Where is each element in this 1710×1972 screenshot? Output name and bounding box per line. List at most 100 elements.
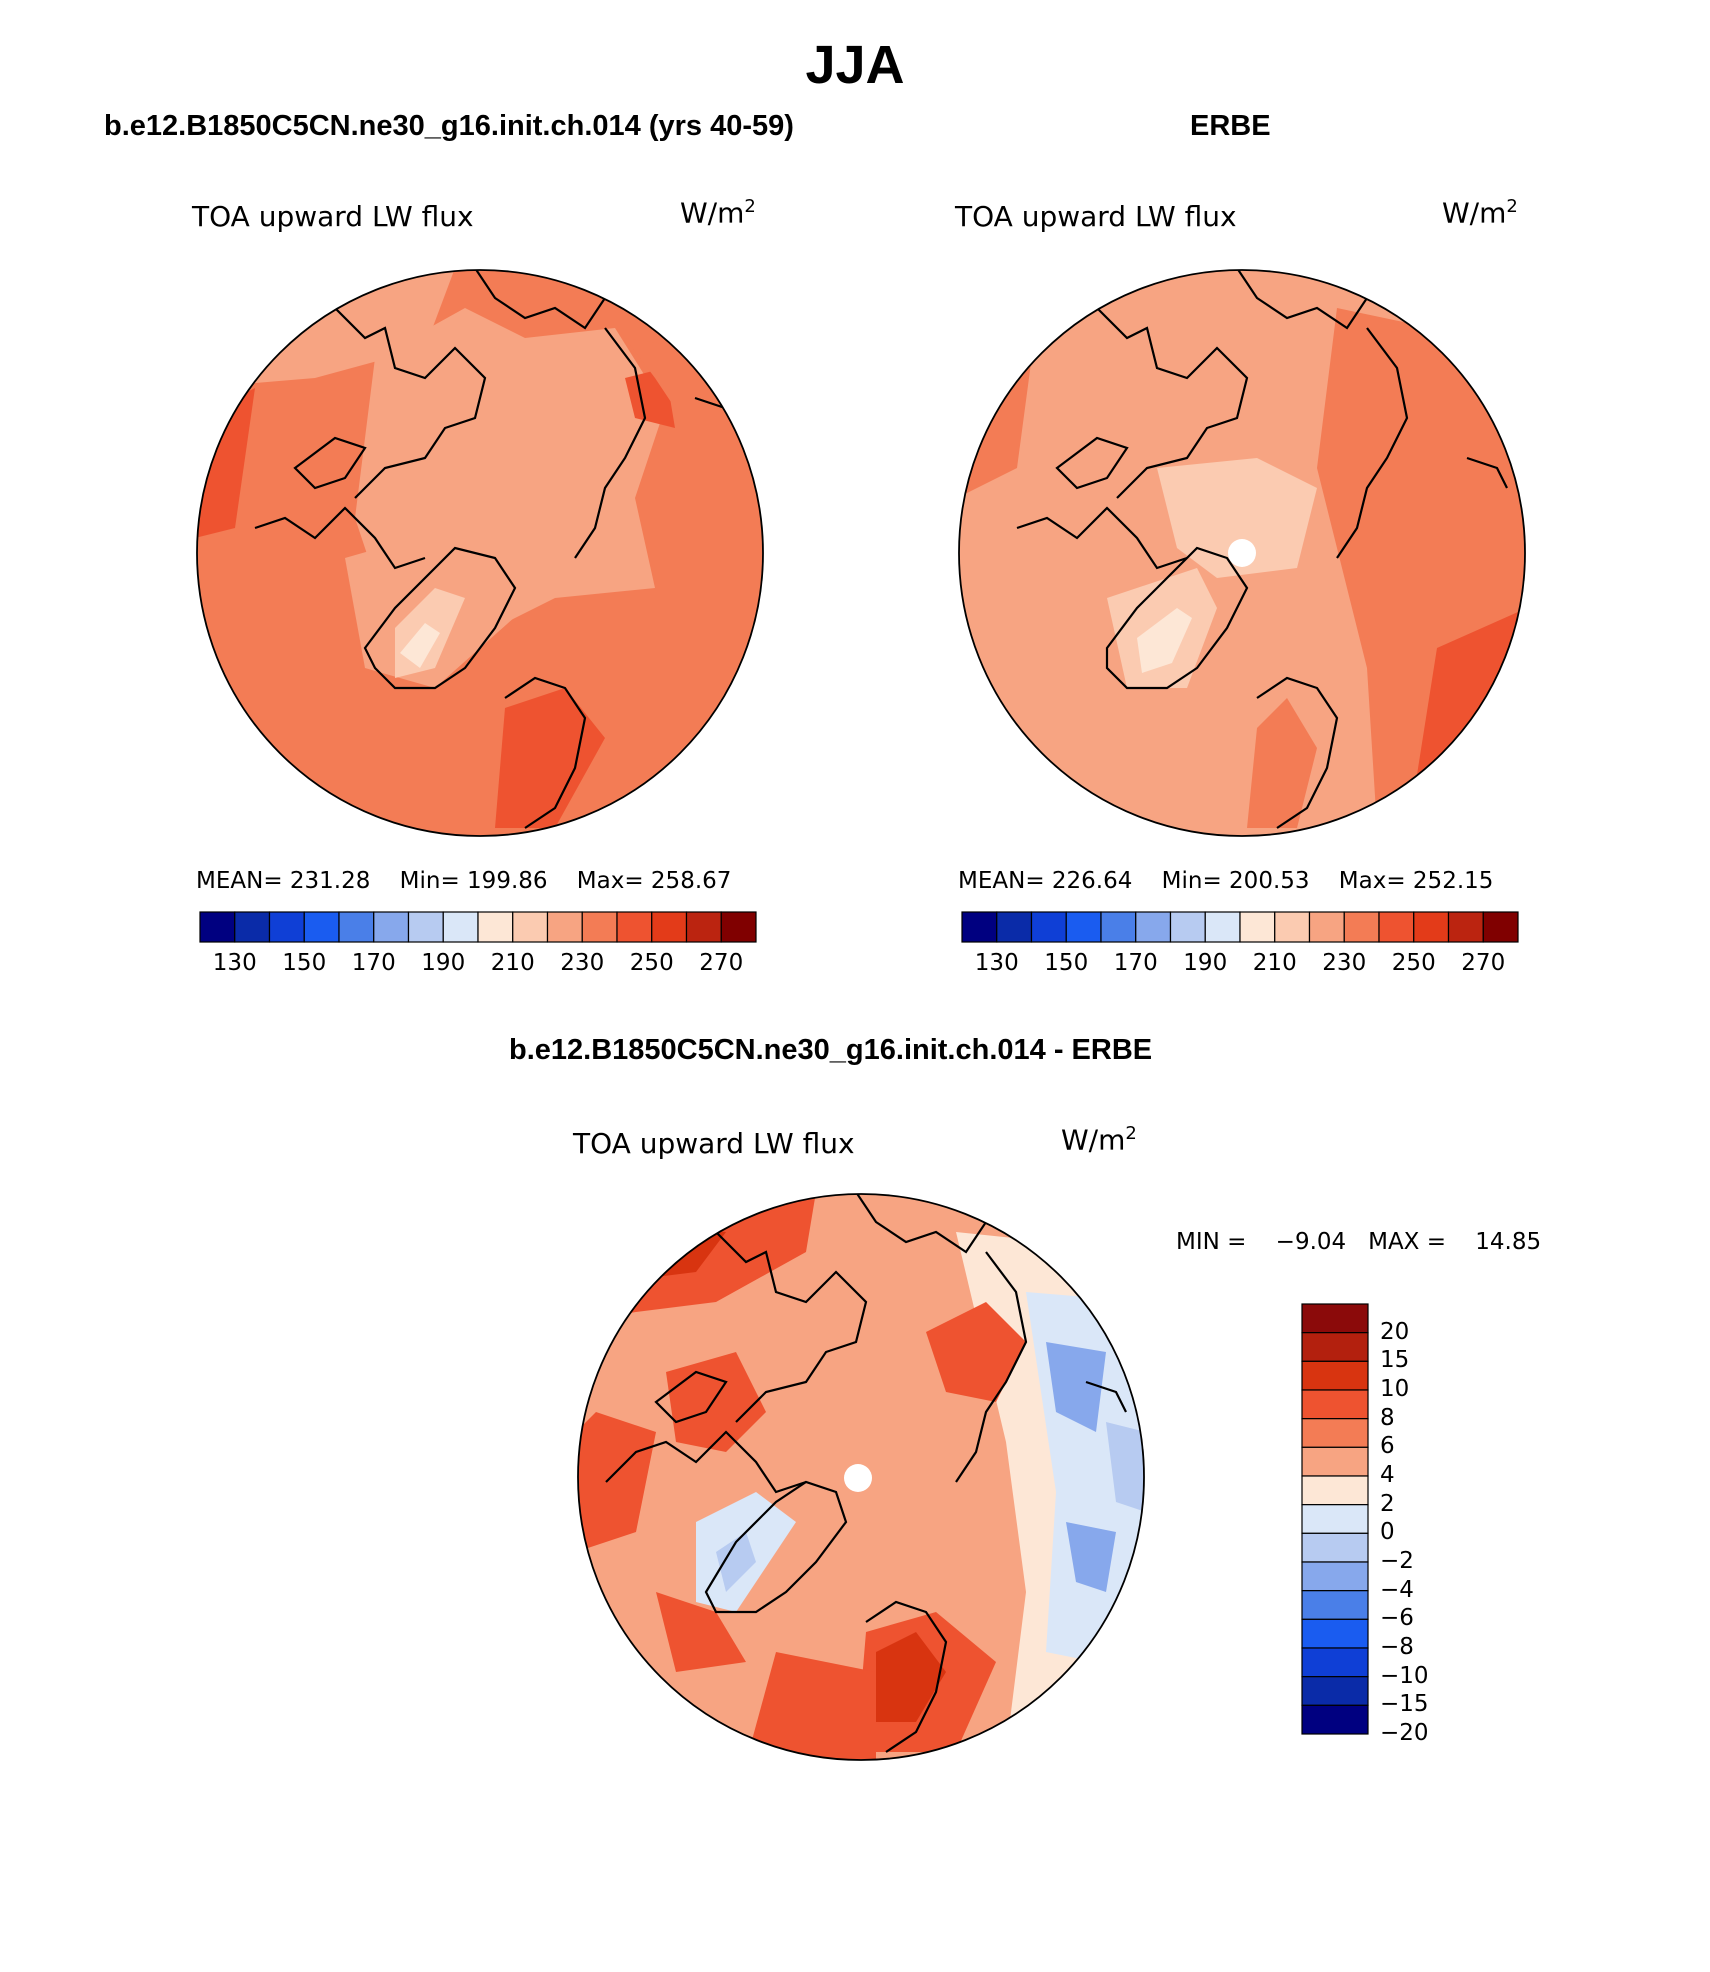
diff-colorbar-swatch <box>1301 1676 1369 1706</box>
diff-colorbar-tick-label: 0 <box>1380 1519 1395 1546</box>
diff-units-label: W/m2 <box>1061 1123 1137 1157</box>
obs-colorbar-swatch <box>1030 911 1067 943</box>
diff-map-border <box>577 1193 1145 1761</box>
model-colorbar-swatch <box>373 911 410 943</box>
model-colorbar-tick-label: 170 <box>351 950 396 976</box>
diff-colorbar-tick-label: −4 <box>1380 1576 1414 1603</box>
diff-field-region <box>1106 1422 1144 1512</box>
diff-colorbar-swatch <box>1301 1647 1369 1678</box>
model-colorbar-swatch <box>338 911 375 943</box>
diff-colorbar-swatch <box>1301 1446 1369 1477</box>
obs-colorbar-tick-label: 150 <box>1044 950 1089 976</box>
obs-colorbar <box>961 911 1519 943</box>
diff-field-region <box>926 1302 1026 1402</box>
model-colorbar-swatch <box>303 911 340 943</box>
model-colorbar-swatch <box>651 911 688 943</box>
obs-mean-label: MEAN= <box>958 868 1045 894</box>
model-colorbar-swatch <box>546 911 583 943</box>
obs-colorbar-swatch <box>996 911 1033 943</box>
diff-max-label: MAX = <box>1368 1229 1447 1255</box>
obs-colorbar-swatch <box>961 911 998 943</box>
model-field-region <box>495 688 605 828</box>
model-colorbar-swatch <box>720 911 757 943</box>
obs-panel-title: ERBE <box>1190 110 1271 142</box>
obs-max-label: Max= <box>1338 868 1406 894</box>
obs-colorbar-swatch <box>1204 911 1241 943</box>
model-colorbar-swatch <box>512 911 549 943</box>
model-colorbar-swatch <box>234 911 271 943</box>
obs-colorbar-tick-label: 190 <box>1183 950 1228 976</box>
diff-colorbar <box>1301 1303 1369 1735</box>
obs-variable-label: TOA upward LW flux <box>955 200 1237 233</box>
obs-colorbar-swatch <box>1169 911 1206 943</box>
diff-colorbar-swatch <box>1301 1618 1369 1649</box>
obs-stats: MEAN= 226.64 Min= 200.53 Max= 252.15 <box>958 868 1493 894</box>
diff-colorbar-swatch <box>1301 1360 1369 1391</box>
model-colorbar-tick-label: 250 <box>629 950 674 976</box>
model-colorbar-swatch <box>442 911 479 943</box>
diff-colorbar-tick-label: 4 <box>1380 1462 1395 1488</box>
obs-colorbar-ticks: 130 150 170 190 210 230 250 270 <box>962 950 1518 980</box>
diff-colorbar-swatch <box>1301 1590 1369 1620</box>
diff-field-region <box>716 1532 756 1592</box>
obs-colorbar-tick-label: 130 <box>974 950 1019 976</box>
obs-colorbar-swatch <box>1308 911 1345 943</box>
diff-field-region <box>656 1592 746 1672</box>
model-max-value: 258.67 <box>650 868 732 894</box>
model-colorbar-tick-label: 190 <box>421 950 466 976</box>
model-colorbar-tick-label: 150 <box>282 950 327 976</box>
obs-field-region <box>1247 698 1317 828</box>
model-panel-title: b.e12.B1850C5CN.ne30_g16.init.ch.014 (yr… <box>104 110 794 142</box>
obs-units-label: W/m2 <box>1442 196 1518 230</box>
obs-colorbar-swatch <box>1482 911 1519 943</box>
diff-colorbar-swatch <box>1301 1389 1369 1420</box>
diff-min-label: MIN = <box>1176 1229 1247 1255</box>
diff-colorbar-tick-label: 10 <box>1380 1376 1410 1402</box>
model-colorbar-swatch <box>477 911 514 943</box>
obs-colorbar-swatch <box>1343 911 1380 943</box>
diff-variable-label: TOA upward LW flux <box>573 1127 855 1160</box>
model-max-label: Max= <box>576 868 644 894</box>
obs-colorbar-tick-label: 210 <box>1252 950 1297 976</box>
obs-colorbar-tick-label: 170 <box>1113 950 1158 976</box>
diff-stats: MIN = −9.04 MAX = 14.85 <box>1176 1229 1541 1255</box>
obs-colorbar-tick-label: 250 <box>1391 950 1436 976</box>
obs-polar-map <box>958 269 1526 837</box>
diff-colorbar-tick-label: 6 <box>1380 1433 1395 1460</box>
model-field-region <box>400 623 440 668</box>
model-colorbar-swatch <box>581 911 618 943</box>
obs-colorbar-swatch <box>1100 911 1137 943</box>
diff-colorbar-swatch <box>1301 1418 1369 1448</box>
model-stats: MEAN= 231.28 Min= 199.86 Max= 258.67 <box>196 868 731 894</box>
diff-colorbar-swatch <box>1301 1504 1369 1534</box>
obs-pole-hole <box>1228 539 1256 567</box>
obs-colorbar-swatch <box>1135 911 1172 943</box>
model-colorbar <box>199 911 757 943</box>
diff-colorbar-ticks: 20 15 10 8 6 4 2 0 −2 −4 −6 −8 −10 −15 −20 <box>1380 1304 1460 1746</box>
diff-polar-map <box>577 1193 1145 1761</box>
obs-min-label: Min= <box>1161 868 1222 894</box>
diff-colorbar-tick-label: 20 <box>1380 1318 1410 1345</box>
model-mean-label: MEAN= <box>196 868 283 894</box>
obs-colorbar-swatch <box>1274 911 1311 943</box>
diff-field-region <box>876 1632 946 1722</box>
model-mean-value: 231.28 <box>289 868 371 894</box>
diff-colorbar-tick-label: −20 <box>1380 1720 1429 1746</box>
diff-field-region <box>1066 1522 1116 1592</box>
diff-field-region <box>746 1652 876 1760</box>
model-colorbar-tick-label: 270 <box>699 950 744 976</box>
obs-colorbar-swatch <box>1065 911 1102 943</box>
model-colorbar-tick-label: 210 <box>490 950 535 976</box>
model-polar-map <box>196 269 764 837</box>
diff-colorbar-tick-label: 8 <box>1380 1404 1395 1431</box>
diff-colorbar-swatch <box>1301 1303 1369 1334</box>
model-colorbar-swatch <box>407 911 444 943</box>
obs-map-border <box>958 269 1526 837</box>
model-colorbar-swatch <box>199 911 236 943</box>
model-colorbar-ticks: 130 150 170 190 210 230 250 270 <box>200 950 756 980</box>
diff-colorbar-tick-label: 2 <box>1380 1490 1395 1517</box>
diff-colorbar-swatch <box>1301 1561 1369 1592</box>
diff-pole-hole <box>844 1464 872 1492</box>
diff-colorbar-tick-label: −8 <box>1380 1634 1414 1660</box>
diff-panel-title: b.e12.B1850C5CN.ne30_g16.init.ch.014 - E… <box>509 1034 1153 1066</box>
